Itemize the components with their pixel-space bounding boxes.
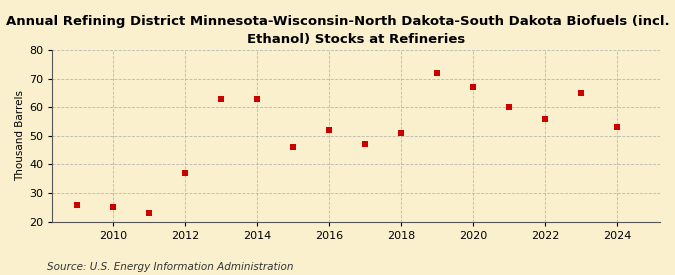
Text: Source: U.S. Energy Information Administration: Source: U.S. Energy Information Administ… <box>47 262 294 272</box>
Point <box>180 171 191 175</box>
Point <box>468 85 479 89</box>
Point <box>432 71 443 75</box>
Point <box>396 131 406 135</box>
Point <box>576 91 587 95</box>
Point <box>288 145 298 150</box>
Point <box>504 105 514 109</box>
Point <box>216 97 227 101</box>
Point <box>108 205 119 210</box>
Point <box>539 116 550 121</box>
Point <box>72 202 83 207</box>
Title: Annual Refining District Minnesota-Wisconsin-North Dakota-South Dakota Biofuels : Annual Refining District Minnesota-Wisco… <box>6 15 675 46</box>
Point <box>144 211 155 215</box>
Point <box>252 97 263 101</box>
Point <box>360 142 371 147</box>
Point <box>324 128 335 132</box>
Point <box>612 125 622 130</box>
Y-axis label: Thousand Barrels: Thousand Barrels <box>15 90 25 181</box>
